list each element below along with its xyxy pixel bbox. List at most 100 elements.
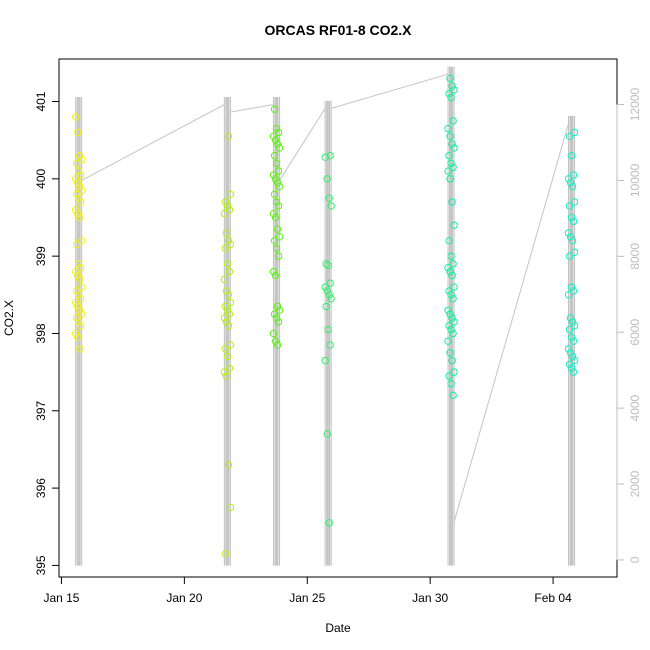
data-point (226, 503, 235, 512)
data-point (570, 322, 579, 330)
altitude-transit-line (81, 104, 225, 181)
data-point (71, 175, 80, 183)
y-tick-label: 401 (34, 91, 48, 111)
data-point (274, 252, 283, 260)
data-point (225, 267, 234, 276)
data-point (222, 372, 231, 380)
data-point (447, 252, 455, 260)
data-point (73, 333, 82, 342)
data-point (220, 368, 229, 376)
data-point (570, 356, 579, 365)
data-point (76, 171, 85, 179)
data-point (566, 349, 575, 357)
y2-tick-label: 2000 (628, 470, 642, 497)
data-point (269, 171, 278, 179)
data-point (450, 221, 458, 229)
data-point (448, 82, 456, 90)
data-point (76, 198, 85, 206)
y-tick-label: 396 (34, 478, 48, 498)
data-point (271, 136, 280, 144)
data-point (270, 236, 279, 245)
data-point (447, 159, 455, 168)
data-point (73, 209, 82, 218)
data-point (567, 213, 576, 222)
data-point (221, 244, 230, 253)
data-point (273, 179, 282, 187)
data-point (569, 171, 578, 179)
data-point (224, 236, 233, 245)
data-point (77, 283, 86, 291)
chart-title: ORCAS RF01-8 CO2.X (264, 22, 412, 38)
data-point (445, 322, 453, 330)
data-point (220, 209, 229, 218)
data-point (445, 151, 453, 160)
data-point (222, 318, 231, 326)
data-point (322, 302, 330, 311)
y-axis-title: CO2.X (2, 300, 16, 336)
data-point (321, 283, 329, 291)
data-point (444, 337, 452, 345)
data-point (270, 310, 279, 318)
data-point (446, 74, 454, 83)
data-point (567, 364, 576, 372)
data-point (449, 260, 457, 268)
data-point (449, 391, 457, 400)
data-point (275, 144, 284, 152)
data-point (564, 291, 573, 299)
altitude-transit-line (279, 108, 326, 181)
data-point (569, 217, 578, 226)
data-point (447, 291, 455, 299)
data-point (71, 329, 80, 338)
data-point (274, 318, 283, 326)
data-point (74, 194, 83, 202)
data-point (448, 271, 456, 280)
data-point (446, 267, 454, 276)
data-point (77, 186, 86, 195)
data-point (444, 264, 452, 272)
data-point (270, 151, 279, 160)
data-point (226, 190, 235, 198)
data-point (73, 271, 82, 280)
data-point (327, 202, 335, 210)
data-point (272, 198, 281, 206)
data-point (570, 248, 579, 256)
data-point (71, 206, 80, 214)
data-point (271, 213, 280, 222)
data-point (324, 261, 332, 270)
data-point (445, 287, 453, 295)
data-point (225, 206, 234, 214)
data-point (569, 287, 578, 295)
data-point (72, 159, 81, 168)
data-point (326, 151, 334, 160)
data-point (273, 341, 282, 349)
data-point (226, 298, 235, 307)
data-point (569, 337, 578, 345)
data-point (271, 337, 280, 345)
data-point (275, 306, 284, 314)
data-point (565, 360, 574, 369)
data-point (271, 175, 280, 183)
data-point (224, 132, 233, 141)
data-point (270, 190, 279, 198)
data-point (448, 198, 456, 206)
data-point (273, 225, 282, 233)
data-point (568, 182, 577, 191)
data-point (74, 167, 83, 175)
data-point (448, 356, 456, 365)
data-point (224, 291, 233, 299)
data-point (445, 236, 453, 245)
data-point (323, 175, 331, 183)
data-point (446, 310, 454, 318)
data-point (273, 302, 282, 311)
y-tick-label: 400 (34, 169, 48, 189)
data-point (72, 287, 81, 295)
data-point (564, 345, 573, 353)
data-point (567, 333, 576, 342)
y2-tick-label: 6000 (628, 319, 642, 346)
data-point (220, 275, 229, 284)
x-tick-label: Jan 30 (412, 591, 448, 605)
data-point (445, 372, 453, 380)
data-point (322, 260, 330, 268)
y-axis-right: 0 2000 4000 6000 8000 10000 12000 (616, 88, 642, 563)
data-point (570, 198, 579, 206)
